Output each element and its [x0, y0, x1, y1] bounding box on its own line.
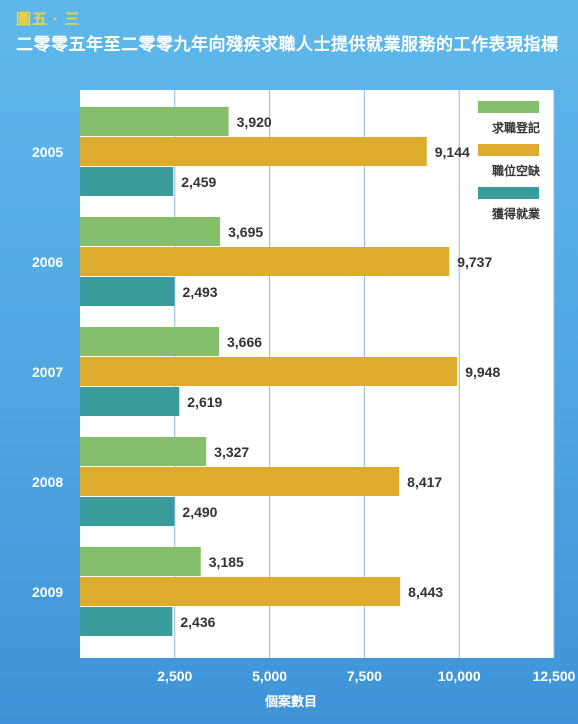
- data-label: 3,920: [237, 114, 272, 130]
- bar-2005-series2: [80, 137, 427, 166]
- data-label: 9,948: [465, 364, 500, 380]
- data-label: 8,417: [407, 474, 442, 490]
- figure-label: 圖五 · 三: [16, 11, 81, 28]
- bar-2008-series2: [80, 467, 400, 496]
- chart-title: 二零零五年至二零零九年向殘疾求職人士提供就業服務的工作表現指標: [16, 35, 559, 54]
- y-tick-label: 2005: [32, 144, 63, 160]
- bar-2009-series2: [80, 577, 401, 606]
- x-tick-label: 5,000: [252, 668, 287, 684]
- legend-label: 求職登記: [492, 120, 540, 135]
- data-label: 2,493: [183, 284, 218, 300]
- legend-label: 獲得就業: [492, 206, 541, 221]
- legend-swatch: [478, 101, 539, 113]
- data-label: 3,695: [228, 224, 263, 240]
- data-label: 2,619: [187, 394, 222, 410]
- data-label: 2,459: [181, 174, 216, 190]
- bar-2008-series3: [80, 497, 175, 526]
- data-label: 3,666: [227, 334, 262, 350]
- data-label: 3,185: [209, 554, 244, 570]
- data-label: 8,443: [408, 584, 443, 600]
- legend-label: 職位空缺: [492, 163, 541, 178]
- bar-2005-series3: [80, 167, 174, 196]
- data-label: 9,737: [457, 254, 492, 270]
- x-tick-label: 7,500: [347, 668, 382, 684]
- data-label: 2,490: [182, 504, 217, 520]
- bar-2009-series3: [80, 607, 173, 636]
- bar-2007-series3: [80, 387, 180, 416]
- data-label: 3,327: [214, 444, 249, 460]
- bar-2005-series1: [80, 107, 229, 136]
- bar-2007-series2: [80, 357, 458, 386]
- legend-swatch: [478, 144, 539, 156]
- x-tick-label: 10,000: [438, 668, 481, 684]
- data-label: 2,436: [180, 614, 215, 630]
- x-axis-title: 個案數目: [264, 694, 317, 709]
- bar-2009-series1: [80, 547, 201, 576]
- bar-2007-series1: [80, 327, 220, 356]
- legend-swatch: [478, 187, 539, 199]
- x-tick-label: 12,500: [533, 668, 576, 684]
- bar-2006-series2: [80, 247, 450, 276]
- bar-2008-series1: [80, 437, 207, 466]
- bar-2006-series1: [80, 217, 221, 246]
- y-tick-label: 2007: [32, 364, 63, 380]
- bar-2006-series3: [80, 277, 175, 306]
- y-tick-label: 2008: [32, 474, 63, 490]
- x-tick-label: 2,500: [157, 668, 192, 684]
- y-tick-label: 2009: [32, 584, 63, 600]
- y-tick-label: 2006: [32, 254, 63, 270]
- data-label: 9,144: [435, 144, 470, 160]
